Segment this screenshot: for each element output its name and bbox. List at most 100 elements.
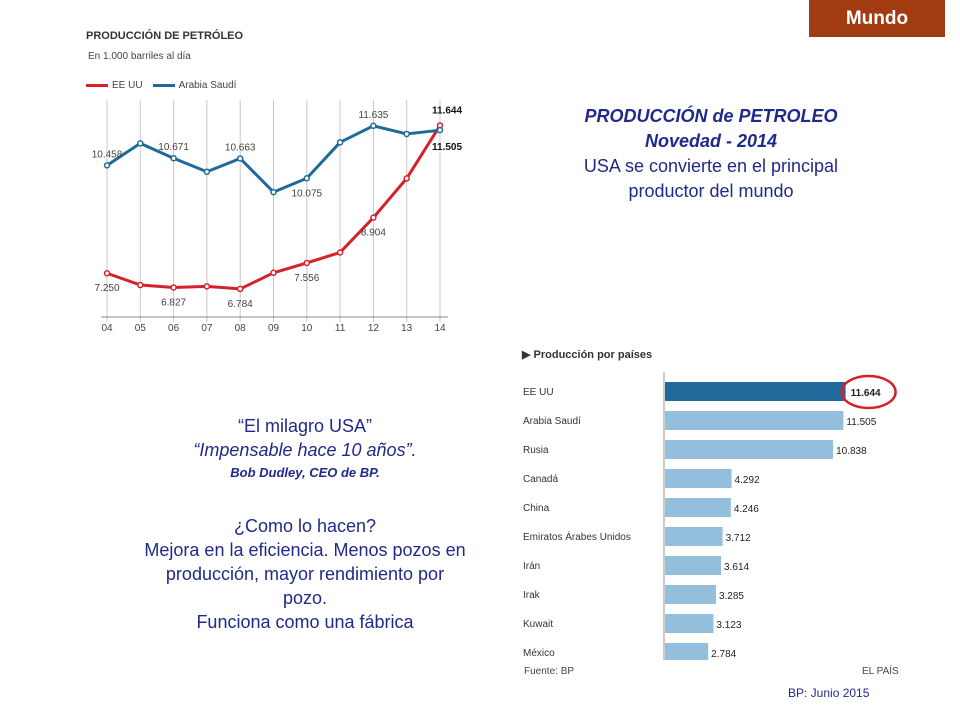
x-tick-label: 12 [368, 323, 380, 334]
bar [665, 527, 723, 546]
data-label: 8.904 [361, 228, 386, 239]
body-line-1: ¿Como lo hacen? [233, 516, 377, 536]
data-point [303, 175, 311, 182]
bar [665, 382, 846, 401]
bar [665, 411, 844, 430]
x-tick-label: 13 [401, 323, 413, 334]
quote-line-1: “El milagro USA” [237, 416, 373, 436]
bar-category-label: Rusia [523, 445, 549, 456]
x-tick-label: 11 [335, 323, 346, 334]
bar-category-label: Irak [523, 590, 541, 601]
quote-line-2: “Impensable hace 10 años”. [193, 440, 417, 460]
bar [665, 440, 834, 459]
data-label: 7.556 [294, 273, 319, 284]
bar-chart-source: Fuente: BP [524, 666, 575, 677]
legend-swatch-saudi [152, 84, 175, 87]
headline: PRODUCCIÓN de PETROLEO Novedad - 2014 US… [530, 104, 892, 204]
bar-category-label: EE UU [523, 387, 554, 398]
data-label: 10.075 [292, 188, 323, 199]
x-tick-label: 07 [201, 323, 213, 334]
data-point [336, 249, 344, 256]
data-point [270, 269, 277, 277]
data-label: 6.784 [228, 299, 253, 310]
data-point [303, 259, 311, 267]
bar-category-label: Emiratos Árabes Unidos [523, 530, 631, 543]
body-line-2: Mejora en la eficiencia. Menos pozos en [144, 540, 466, 560]
data-label: 11.635 [358, 110, 388, 121]
bar [665, 585, 716, 604]
bar-value-label: 3.712 [726, 533, 751, 544]
x-tick-label: 06 [168, 323, 180, 334]
data-point [103, 269, 111, 277]
line-chart: 04 05 06 07 08 09 10 11 12 13 14 10.458 10.671 10.663… [92, 100, 462, 334]
bar-category-label: China [523, 503, 550, 514]
x-tick-label: 10 [301, 323, 313, 334]
x-tick-label: 09 [268, 323, 280, 334]
bar [665, 469, 732, 488]
legend-label-saudi: Arabia Saudí [178, 80, 237, 91]
data-point [403, 130, 410, 138]
bar-value-label: 4.246 [734, 504, 759, 515]
bar-value-label: 3.123 [716, 620, 741, 631]
x-tick-label: 14 [434, 323, 446, 334]
data-label: 10.458 [92, 149, 123, 160]
bar-category-label: México [523, 648, 555, 659]
bar [665, 643, 709, 660]
data-point [436, 126, 444, 134]
data-point [203, 168, 211, 176]
data-point [370, 122, 377, 130]
data-point [270, 188, 277, 196]
body-line-5: Funciona como una fábrica [196, 612, 414, 632]
quote-block: “El milagro USA” “Impensable hace 10 año… [80, 414, 530, 484]
data-label: 10.671 [158, 142, 189, 153]
data-point [103, 162, 111, 169]
data-point [170, 284, 177, 291]
headline-title: PRODUCCIÓN de PETROLEO [584, 106, 838, 126]
data-point [336, 139, 344, 146]
legend-item-usa: EE UU [86, 80, 143, 91]
legend-item-saudi: Arabia Saudí [152, 80, 237, 91]
data-label: 11.505 [432, 142, 462, 153]
bar-value-label: 3.285 [719, 591, 744, 602]
bar-chart-brand: EL PAÍS [862, 666, 899, 677]
headline-line-3: USA se convierte en el principal [583, 156, 839, 176]
line-chart-legend: EE UU Arabia Saudí [86, 80, 246, 91]
data-point [203, 283, 211, 290]
x-tick-label: 05 [135, 323, 147, 334]
x-tick-label: 04 [101, 323, 113, 334]
data-point [170, 154, 177, 162]
bar [665, 498, 731, 517]
data-point [137, 140, 144, 147]
bar-category-label: Arabia Saudí [523, 416, 581, 427]
line-chart-title: PRODUCCIÓN DE PETRÓLEO [86, 30, 244, 42]
headline-line-4: productor del mundo [628, 181, 794, 201]
bar [665, 614, 714, 633]
data-label: 7.250 [94, 283, 119, 294]
highlight-circle [840, 374, 897, 410]
footnote: BP: Junio 2015 [788, 686, 870, 700]
quote-attribution: Bob Dudley, CEO de BP. [230, 465, 380, 480]
line-chart-subtitle: En 1.000 barriles al día [88, 51, 191, 62]
bar-value-label: 4.292 [735, 475, 760, 486]
bar-value-label: 10.838 [836, 446, 867, 457]
legend-label-usa: EE UU [112, 80, 143, 91]
headline-subtitle: Novedad - 2014 [644, 131, 778, 151]
bar-value-label: 2.784 [711, 649, 736, 660]
data-point [236, 285, 244, 293]
bar-value-label: 11.644 [851, 388, 881, 399]
body-line-3: producción, mayor rendimiento por [165, 564, 445, 584]
bar-chart-title-text: Producción por países [533, 349, 653, 361]
bar [665, 556, 722, 575]
bar-category-label: Irán [523, 561, 540, 572]
data-point [137, 281, 144, 289]
data-label: 10.663 [225, 142, 256, 153]
body-line-4: pozo. [282, 588, 328, 608]
region-badge: Mundo [809, 0, 945, 37]
bar-category-label: Kuwait [523, 619, 553, 630]
bar-category-label: Canadá [523, 474, 558, 485]
bar-chart: EE UU 11.644 Arabia Saudí 11.505 Rusia 10.838… [523, 372, 897, 660]
bar-value-label: 11.505 [846, 417, 876, 428]
bar-value-label: 3.614 [724, 562, 749, 573]
data-point [236, 155, 244, 162]
data-label: 6.827 [161, 297, 186, 308]
